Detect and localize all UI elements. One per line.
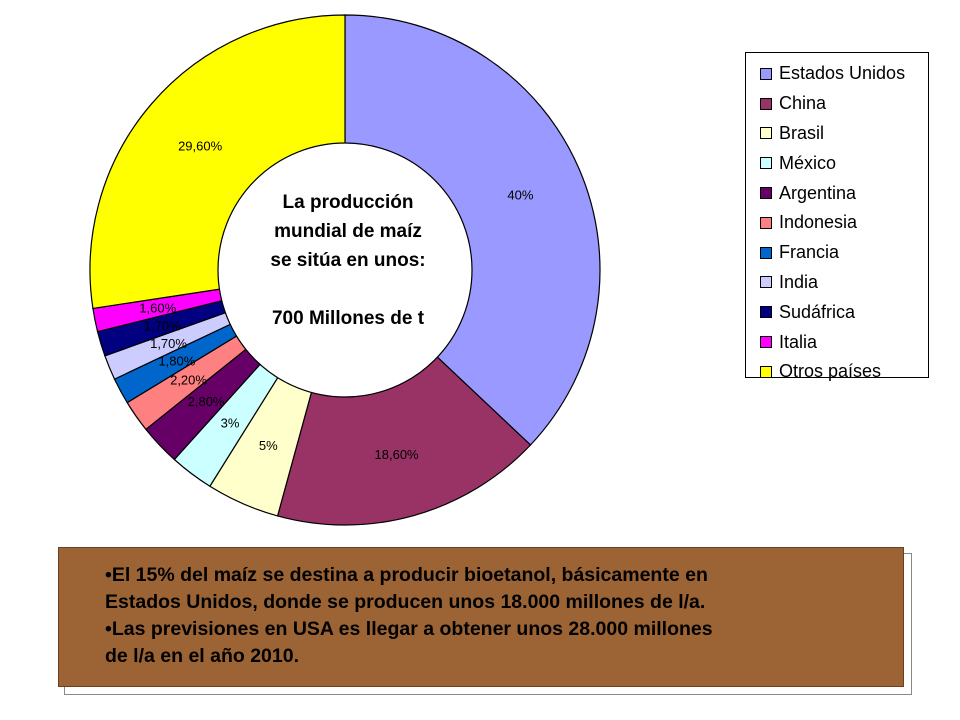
legend-label: China	[779, 93, 827, 114]
legend-label: Argentina	[779, 182, 857, 203]
legend-swatch	[760, 365, 772, 378]
donut-hole	[217, 142, 473, 398]
chart-data-labels: 40% 18,60% 5% 3% 2,80% 2,20% 1,80% 1,70% 1,70% 1,…	[139, 139, 534, 462]
legend-label: India	[779, 271, 819, 292]
data-label: 5%	[259, 438, 278, 453]
data-label: 18,60%	[375, 447, 420, 462]
legend-item: Argentina	[760, 178, 928, 208]
legend-label: Sudáfrica	[779, 301, 856, 322]
legend-label: México	[779, 152, 837, 173]
note-line-4: de l/a en el año 2010.	[105, 645, 300, 667]
legend-label: Italia	[779, 331, 818, 352]
data-label: 2,80%	[188, 394, 225, 409]
legend-label: Brasil	[779, 122, 825, 143]
donut-chart: 40% 18,60% 5% 3% 2,80% 2,20% 1,80% 1,70% 1,70% 1,…	[89, 14, 601, 526]
legend-swatch	[760, 276, 772, 289]
legend-swatch	[760, 97, 772, 110]
legend-item: Indonesia	[760, 208, 928, 238]
note-line-2: Estados Unidos, donde se producen unos 1…	[105, 591, 706, 613]
legend-label: Estados Unidos	[779, 63, 906, 84]
data-label: 1,80%	[158, 354, 195, 369]
legend-swatch	[760, 67, 772, 80]
legend-items: Estados Unidos China Brasil México Argentina…	[760, 59, 928, 387]
data-label: 1,70%	[144, 318, 181, 333]
legend-swatch	[760, 336, 772, 349]
legend-item: Estados Unidos	[760, 59, 928, 89]
data-label: 1,70%	[150, 336, 187, 351]
legend-item: Sudáfrica	[760, 297, 928, 327]
legend-item: China	[760, 89, 928, 119]
legend-swatch	[760, 127, 772, 140]
note-line-1: •El 15% del maíz se destina a producir b…	[105, 564, 708, 586]
legend-swatch	[760, 306, 772, 319]
legend-swatch	[760, 187, 772, 200]
data-label: 1,60%	[139, 301, 176, 316]
legend-item: India	[760, 268, 928, 298]
center-text-line: La producción	[283, 192, 414, 213]
note-line-3: •Las previsiones en USA es llegar a obte…	[105, 618, 713, 640]
center-text-line: 700 Millones de t	[272, 308, 425, 329]
legend-item: Francia	[760, 238, 928, 268]
legend-label: Indonesia	[779, 212, 858, 233]
legend-item: Otros países	[760, 357, 928, 387]
note-box: •El 15% del maíz se destina a producir b…	[58, 547, 904, 687]
data-label: 29,60%	[178, 139, 223, 154]
data-label: 2,20%	[170, 373, 207, 388]
legend-label: Francia	[779, 242, 840, 263]
legend-swatch	[760, 157, 772, 170]
legend-item: Brasil	[760, 119, 928, 149]
legend-swatch	[760, 216, 772, 229]
legend-swatch	[760, 246, 772, 259]
chart-legend: Estados Unidos China Brasil México Argentina…	[745, 52, 929, 381]
data-label: 3%	[221, 416, 240, 431]
donut-center-text: La producción mundial de maíz se sitúa en …	[270, 192, 425, 329]
legend-item: Italia	[760, 327, 928, 357]
legend-item: México	[760, 148, 928, 178]
legend-label: Otros países	[779, 361, 882, 382]
center-text-line: se sitúa en unos:	[270, 250, 425, 271]
center-text-line: mundial de maíz	[274, 221, 422, 242]
data-label: 40%	[507, 187, 533, 202]
slice-estados-unidos	[344, 14, 601, 446]
